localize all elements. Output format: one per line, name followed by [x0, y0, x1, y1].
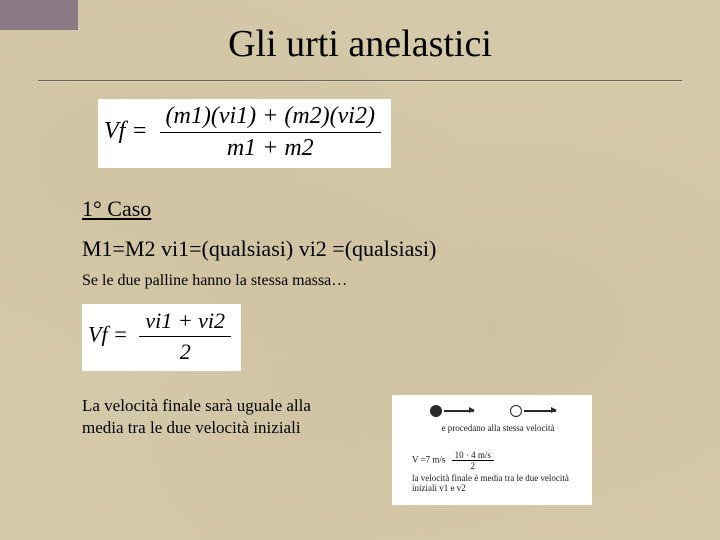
figure-calc-denominator: 2 — [452, 461, 494, 471]
ball-filled-icon — [430, 405, 442, 417]
arrow-right-icon — [524, 410, 556, 412]
reduced-formula: Vf = vi1 + vi2 2 — [82, 304, 241, 371]
formula-numerator: (m1)(vi1) + (m2)(vi2) — [160, 103, 381, 133]
reduced-formula-denominator: 2 — [139, 337, 231, 365]
bottom-row: La velocità finale sarà uguale alla medi… — [0, 395, 720, 505]
formula-denominator: m1 + m2 — [160, 133, 381, 162]
figure-caption-bottom: la velocità finale è media tra le due ve… — [412, 473, 582, 494]
formula-lhs: Vf = — [104, 118, 148, 144]
figure-calc-numerator: 10 · 4 m/s — [452, 450, 494, 461]
main-formula: Vf = (m1)(vi1) + (m2)(vi2) m1 + m2 — [98, 99, 391, 168]
ball-hollow-icon — [510, 405, 522, 417]
figure-calculation: V =7 m/s 10 · 4 m/s 2 — [412, 450, 498, 471]
arrow-right-icon — [444, 410, 474, 412]
reduced-formula-lhs: Vf = — [88, 322, 128, 347]
slide-title: Gli urti anelastici — [0, 0, 720, 66]
corner-accent — [0, 0, 78, 30]
figure-calc-lhs: V =7 m/s — [412, 455, 445, 465]
figure-calc-fraction: 10 · 4 m/s 2 — [452, 450, 494, 471]
formula-fraction: (m1)(vi1) + (m2)(vi2) m1 + m2 — [160, 103, 381, 162]
illustration-figure: e procedano alla stessa velocità V =7 m/… — [392, 395, 592, 505]
title-divider — [38, 80, 682, 81]
conclusion-text: La velocità finale sarà uguale alla medi… — [82, 395, 342, 439]
reduced-formula-fraction: vi1 + vi2 2 — [139, 308, 231, 365]
reduced-formula-numerator: vi1 + vi2 — [139, 308, 231, 337]
case-note: Se le due palline hanno la stessa massa… — [82, 272, 720, 290]
figure-caption-top: e procedano alla stessa velocità — [428, 423, 568, 433]
case-heading: 1° Caso — [82, 196, 720, 222]
case-conditions: M1=M2 vi1=(qualsiasi) vi2 =(qualsiasi) — [82, 236, 720, 262]
